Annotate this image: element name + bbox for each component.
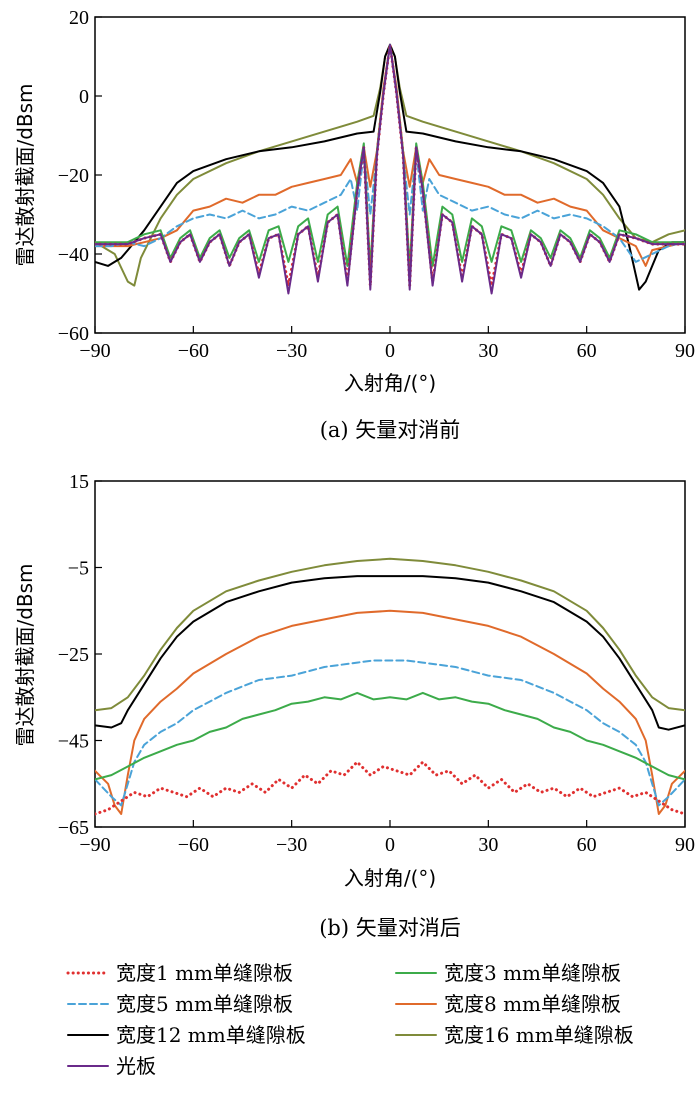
ytick-label-b-4: 15 bbox=[69, 471, 89, 493]
series-line-a-5 bbox=[95, 43, 685, 288]
legend-label-3: 宽度8 mm单缝隙板 bbox=[444, 992, 621, 1016]
series-line-b-0 bbox=[95, 557, 685, 712]
xtick-label-a-2: −30 bbox=[276, 340, 307, 362]
xtick-label-b-4: 30 bbox=[478, 834, 498, 856]
xtick-label-b-1: −60 bbox=[178, 834, 209, 856]
panel-b: −90 −60 −30 0 30 60 90 −65 −45 −25 −5 15 雷达散射截面/dBs… bbox=[13, 471, 695, 940]
ytick-label-b-0: −65 bbox=[58, 817, 89, 839]
ytick-label-a-3: 0 bbox=[79, 86, 89, 108]
legend-label-4: 宽度12 mm单缝隙板 bbox=[116, 1023, 306, 1047]
xtick-label-a-4: 30 bbox=[478, 340, 498, 362]
ytick-label-b-3: −5 bbox=[68, 558, 89, 580]
xtick-label-b-3: 0 bbox=[385, 834, 395, 856]
series-line-b-4 bbox=[95, 691, 685, 781]
series-line-a-1 bbox=[95, 43, 685, 291]
legend-label-0: 宽度1 mm单缝隙板 bbox=[116, 961, 293, 985]
ylabel-b: 雷达散射截面/dBsm bbox=[13, 563, 37, 746]
series-line-a-3 bbox=[95, 43, 685, 263]
series-line-a-4 bbox=[95, 43, 685, 271]
xtick-label-b-2: −30 bbox=[276, 834, 307, 856]
xtick-label-b-0: −90 bbox=[79, 834, 110, 856]
series-line-b-2 bbox=[95, 609, 685, 815]
curves-b bbox=[95, 557, 685, 816]
xtick-label-a-5: 60 bbox=[577, 340, 597, 362]
series-line-a-6 bbox=[95, 43, 685, 295]
xtick-label-a-6: 90 bbox=[675, 340, 695, 362]
ytick-label-b-1: −45 bbox=[58, 731, 89, 753]
ytick-label-a-4: 20 bbox=[69, 7, 89, 29]
caption-a: (a) 矢量对消前 bbox=[320, 418, 461, 442]
ytick-label-b-2: −25 bbox=[58, 644, 89, 666]
caption-b: (b) 矢量对消后 bbox=[319, 916, 461, 940]
ylabel-a: 雷达散射截面/dBsm bbox=[13, 83, 37, 266]
series-line-a-0 bbox=[95, 43, 685, 287]
ytick-label-a-0: −60 bbox=[58, 323, 89, 345]
series-line-b-5 bbox=[95, 760, 685, 816]
ytick-label-a-2: −20 bbox=[58, 165, 89, 187]
plot-frame-a bbox=[94, 16, 686, 334]
series-line-a-2 bbox=[95, 43, 685, 267]
legend-label-6: 光板 bbox=[116, 1054, 156, 1078]
curves-a bbox=[95, 43, 685, 295]
xtick-label-a-1: −60 bbox=[178, 340, 209, 362]
xlabel-a: 入射角/(°) bbox=[344, 371, 436, 395]
plot-frame-b bbox=[94, 480, 686, 828]
xlabel-b: 入射角/(°) bbox=[344, 866, 436, 890]
legend-label-1: 宽度3 mm单缝隙板 bbox=[444, 961, 621, 985]
series-line-b-3 bbox=[95, 659, 685, 807]
xtick-label-b-5: 60 bbox=[577, 834, 597, 856]
xtick-label-b-6: 90 bbox=[675, 834, 695, 856]
ytick-label-a-1: −40 bbox=[58, 244, 89, 266]
series-line-b-1 bbox=[95, 575, 685, 731]
legend-label-2: 宽度5 mm单缝隙板 bbox=[116, 992, 293, 1016]
xtick-label-a-3: 0 bbox=[385, 340, 395, 362]
ticks-b: −90 −60 −30 0 30 60 90 −65 −45 −25 −5 15 bbox=[58, 471, 695, 856]
legend-label-5: 宽度16 mm单缝隙板 bbox=[444, 1023, 634, 1047]
xtick-label-a-0: −90 bbox=[79, 340, 110, 362]
